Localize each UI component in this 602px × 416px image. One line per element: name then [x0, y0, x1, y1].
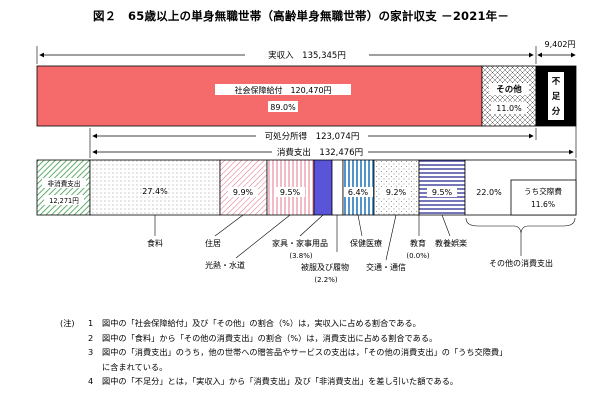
other-consumption-label: その他の消費支出	[489, 258, 553, 268]
income-total-label: 実収入 135,345円	[268, 50, 346, 61]
furniture-label: 家具・家事用品	[272, 238, 328, 248]
furniture-share: (3.8%)	[289, 252, 313, 260]
clothing-label: 被服及び履物	[301, 262, 349, 272]
transport-share: 9.2%	[386, 188, 407, 197]
clothing-bar	[331, 159, 344, 216]
social-security-label: 社会保障給付 120,470円	[234, 85, 331, 95]
household-budget-chart: 実収入 135,345円 9,402円 社会保障給付 120,470円 89.0…	[36, 40, 577, 284]
utilities-label: 光熱・水道	[205, 260, 245, 270]
food-bar	[89, 159, 221, 216]
education-label: 教育	[410, 238, 426, 248]
social-security-bar	[36, 65, 483, 127]
food-label: 食料	[147, 238, 163, 248]
footnote-1: (注) 1 図中の「社会保障給付」及び「その他」の割合（%）は，実収入に占める割…	[60, 316, 507, 331]
other-income-share: 11.0%	[496, 104, 522, 113]
housing-share: 9.9%	[233, 188, 254, 197]
other-income-bar	[481, 65, 537, 127]
footnote-3-continued: に含まれている。	[102, 361, 168, 372]
page-title: 図２ 65歳以上の単身無職世帯（高齢単身無職世帯）の家計収支 －2021年－	[92, 9, 510, 23]
housing-label: 住居	[205, 238, 221, 248]
footnote-2: 2 図中の「食料」から「その他の消費支出」の割合（%）は，消費支出に占める割合で…	[88, 332, 438, 343]
medical-label: 保健医療	[350, 238, 382, 248]
footnotes: (注) 1 図中の「社会保障給付」及び「その他」の割合（%）は，実収入に占める割…	[60, 316, 507, 389]
deficit-value-label: 9,402円	[545, 40, 576, 49]
education-share: (0.0%)	[406, 252, 430, 260]
other-consumption-share: 22.0%	[476, 188, 502, 197]
footnote-4: 4 図中の「不足分」とは，「実収入」から「消費支出」及び「非消費支出」を差し引い…	[88, 376, 459, 386]
recreation-share: 9.5%	[432, 188, 453, 197]
svg-text:不: 不	[552, 77, 561, 87]
medical-share: 6.4%	[348, 188, 369, 197]
entertainment-sub-label: うち交際費	[524, 186, 562, 196]
other-income-label: その他	[496, 84, 522, 95]
footnote-mark: (注)	[60, 318, 75, 328]
svg-text:足: 足	[552, 92, 561, 102]
footnote-3: 3 図中の「消費支出」のうち，他の世帯への贈答品やサービスの支出は，「その他の消…	[88, 347, 508, 357]
furniture-bar	[313, 159, 333, 216]
social-security-share: 89.0%	[270, 103, 296, 112]
consumption-total-label: 消費支出 132,476円	[277, 147, 363, 158]
disposable-income-label: 可処分所得 123,074円	[265, 131, 360, 142]
non-consumption-value: 12,271円	[49, 197, 79, 205]
recreation-label: 教養娯楽	[435, 238, 467, 248]
entertainment-sub-bar	[510, 179, 577, 216]
clothing-share: (2.2%)	[314, 276, 338, 284]
food-share: 27.4%	[142, 187, 168, 196]
utilities-share: 9.5%	[280, 188, 301, 197]
svg-text:分: 分	[552, 106, 561, 117]
entertainment-sub-share: 11.6%	[531, 200, 555, 209]
non-consumption-label: 非消費支出	[48, 179, 81, 188]
transport-label: 交通・通信	[366, 262, 406, 272]
